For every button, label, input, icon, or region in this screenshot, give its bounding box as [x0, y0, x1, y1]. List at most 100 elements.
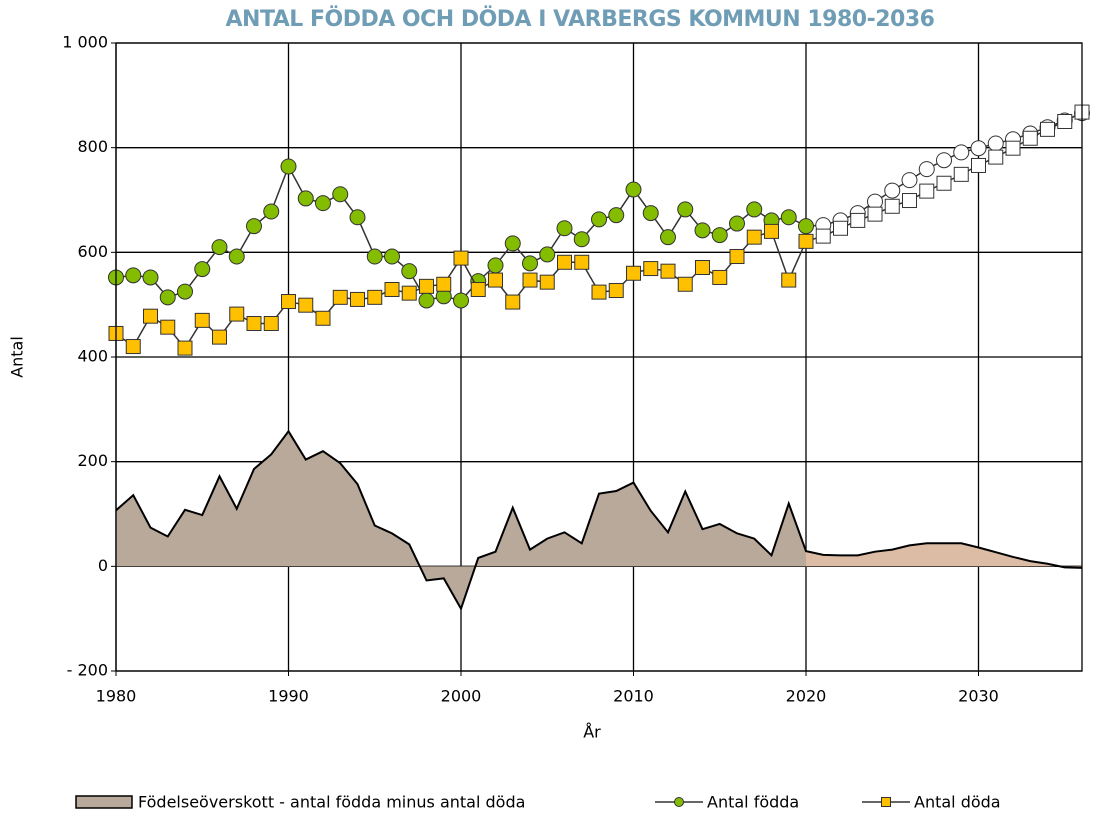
point — [384, 281, 400, 297]
point — [177, 283, 193, 300]
point — [901, 172, 918, 189]
point — [488, 272, 503, 288]
point — [694, 222, 711, 239]
point — [246, 316, 262, 332]
y-tick-label: - 200 — [67, 661, 108, 680]
point — [660, 263, 676, 279]
point — [194, 261, 211, 278]
point — [729, 249, 745, 265]
area-outline — [115, 429, 1083, 612]
point — [677, 276, 693, 292]
legend-label: Födelseöverskott - antal födda minus ant… — [138, 793, 525, 812]
point — [953, 166, 969, 182]
point — [643, 261, 659, 277]
point — [367, 289, 383, 305]
point — [263, 203, 280, 220]
point — [401, 285, 417, 301]
point — [936, 152, 952, 169]
legend-marker — [881, 797, 891, 807]
point — [211, 239, 228, 256]
point — [349, 209, 366, 226]
point — [280, 158, 297, 175]
point — [332, 289, 348, 305]
point — [833, 220, 848, 236]
point — [125, 267, 142, 284]
point — [936, 175, 952, 191]
point — [919, 183, 935, 199]
line — [115, 112, 1083, 302]
point — [504, 235, 521, 252]
point — [522, 255, 538, 272]
point — [729, 215, 745, 232]
lines — [108, 104, 1090, 356]
x-axis-label: År — [583, 723, 601, 742]
point — [401, 263, 418, 280]
point — [608, 283, 624, 299]
point — [591, 211, 607, 228]
plot-border — [115, 42, 1083, 672]
point — [177, 340, 193, 356]
point — [988, 149, 1004, 165]
point — [315, 195, 331, 212]
point — [505, 294, 521, 310]
point — [971, 157, 986, 173]
point — [556, 220, 573, 237]
y-tick-label: 1 000 — [62, 33, 108, 52]
point — [228, 248, 245, 265]
point — [953, 144, 970, 161]
point — [711, 227, 728, 244]
point — [1005, 140, 1021, 156]
point — [884, 182, 901, 199]
area — [116, 431, 806, 609]
point — [522, 272, 538, 288]
point — [263, 316, 279, 332]
point — [902, 193, 917, 209]
point — [780, 209, 797, 226]
point — [298, 297, 314, 313]
point — [1022, 130, 1038, 146]
forecast-area — [806, 543, 1082, 568]
x-tick-label: 2000 — [441, 687, 482, 706]
x-tick-label: 1990 — [268, 687, 309, 706]
point — [418, 292, 435, 309]
point — [487, 257, 504, 274]
point — [626, 265, 641, 281]
point — [453, 292, 469, 309]
chart-title: ANTAL FÖDDA OCH DÖDA I VARBERGS KOMMUN 1… — [226, 6, 935, 32]
point — [246, 218, 262, 235]
point — [987, 135, 1004, 152]
x-tick-label: 2030 — [958, 687, 999, 706]
point — [574, 254, 590, 270]
point — [625, 181, 642, 198]
point — [677, 201, 694, 218]
point — [557, 254, 572, 270]
grid — [115, 42, 1082, 672]
point — [712, 269, 728, 285]
point — [918, 161, 935, 178]
point — [315, 310, 331, 326]
point — [746, 229, 762, 245]
point — [642, 205, 659, 222]
legend-swatch — [75, 795, 133, 809]
areas — [115, 429, 1083, 612]
point — [867, 206, 883, 222]
point — [281, 294, 296, 310]
point — [798, 218, 814, 235]
point — [366, 248, 383, 265]
point — [884, 198, 900, 214]
point — [125, 339, 141, 355]
point — [1040, 121, 1055, 137]
point — [297, 190, 314, 207]
point — [798, 233, 814, 249]
point — [608, 207, 625, 224]
point — [142, 269, 159, 286]
point — [160, 319, 176, 335]
point — [970, 140, 987, 157]
x-tick-label: 1980 — [96, 687, 137, 706]
y-tick-label: 0 — [98, 556, 108, 575]
point — [539, 274, 555, 290]
point — [470, 281, 486, 297]
point — [419, 278, 434, 294]
point — [781, 272, 797, 288]
